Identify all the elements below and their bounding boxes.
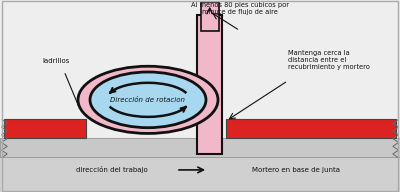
Text: dirección del trabajo: dirección del trabajo	[76, 166, 148, 173]
Text: Mantenga cerca la
distancia entre el
recubrimiento y mortero: Mantenga cerca la distancia entre el rec…	[288, 50, 370, 70]
Bar	[200, 2, 219, 31]
Text: Al menos 80 pies cúbicos por
minute de flujo de aire: Al menos 80 pies cúbicos por minute de f…	[191, 2, 289, 15]
Bar	[226, 119, 396, 138]
Bar	[0, 157, 400, 192]
Circle shape	[90, 72, 206, 128]
Bar	[4, 119, 86, 138]
Bar	[0, 138, 400, 157]
Bar	[197, 15, 222, 154]
Circle shape	[78, 66, 218, 133]
Text: Mortero en base de junta: Mortero en base de junta	[252, 167, 340, 173]
Text: ladrillos: ladrillos	[42, 58, 70, 65]
Text: Dirección de rotacion: Dirección de rotacion	[110, 97, 186, 103]
